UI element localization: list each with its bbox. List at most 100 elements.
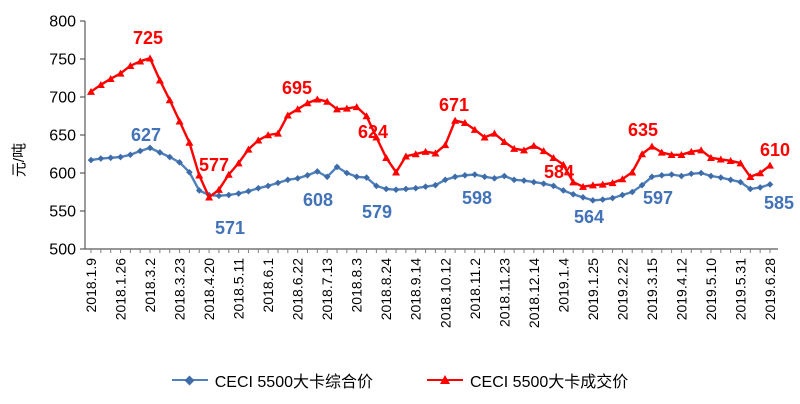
diamond-marker (501, 172, 508, 180)
triangle-marker (372, 133, 381, 141)
triangle-marker (116, 69, 125, 77)
diamond-marker (422, 183, 429, 190)
triangle-marker (392, 168, 401, 176)
triangle-marker (303, 99, 312, 107)
x-tick-label: 2019.2.22 (614, 258, 630, 320)
triangle-marker (146, 54, 155, 62)
x-tick-label: 2018.5.11 (231, 258, 247, 319)
x-tick-label: 2018.10.12 (437, 258, 453, 328)
x-tick-label: 2018.6.22 (290, 258, 306, 320)
data-label-571: 571 (215, 218, 245, 238)
x-tick-label: 2018.8.3 (349, 258, 365, 313)
triangle-marker (756, 169, 765, 177)
triangle-marker (87, 87, 95, 95)
triangle-marker (500, 138, 509, 146)
triangle-marker (214, 185, 223, 193)
data-label-671: 671 (439, 95, 469, 115)
diamond-marker (274, 179, 282, 187)
diamond-marker (87, 156, 95, 164)
diamond-marker (432, 181, 439, 189)
diamond-marker (392, 186, 400, 194)
triangle-marker (136, 57, 145, 65)
triangle-marker (431, 149, 440, 157)
diamond-marker (373, 182, 380, 190)
diamond-marker (481, 173, 488, 181)
triangle-marker (382, 154, 391, 161)
diamond-marker (127, 151, 134, 159)
diamond-marker (589, 197, 597, 204)
data-label-627: 627 (131, 125, 161, 145)
diamond-marker (756, 184, 764, 191)
diamond-marker (560, 187, 567, 194)
x-tick-label: 2019.5.31 (732, 258, 748, 320)
diamond-marker (333, 163, 341, 171)
triangle-marker (205, 193, 214, 201)
diamond-marker (747, 185, 754, 193)
diamond-marker (136, 147, 144, 155)
diamond-marker (176, 159, 183, 166)
diamond-marker (766, 181, 774, 188)
x-tick-label: 2019.3.15 (644, 258, 660, 320)
x-tick-label: 2018.3.2 (142, 258, 158, 313)
triangle-marker (421, 147, 430, 155)
diamond-marker (717, 174, 725, 181)
diamond-marker (491, 175, 498, 182)
diamond-marker (461, 171, 469, 179)
x-tick-label: 2018.4.20 (201, 258, 217, 320)
x-tick-label: 2018.1.26 (113, 258, 129, 320)
diamond-marker (619, 191, 626, 199)
triangle-marker (362, 112, 371, 120)
triangle-marker (588, 181, 597, 189)
diamond-marker (658, 171, 666, 179)
triangle-marker (697, 146, 706, 154)
diamond-marker (648, 173, 656, 181)
data-label-624: 624 (358, 122, 388, 142)
diamond-marker (254, 184, 262, 192)
triangle-marker (569, 178, 578, 186)
diamond-marker (707, 172, 715, 180)
diamond-marker (186, 168, 193, 176)
diamond-marker (569, 190, 577, 198)
diamond-marker (146, 144, 154, 152)
triangle-marker (185, 138, 194, 146)
triangle-marker (519, 146, 528, 154)
diamond-marker (451, 173, 459, 181)
y-tick-label: 650 (49, 128, 76, 145)
diamond-marker (609, 194, 616, 202)
triangle-marker (618, 175, 627, 183)
triangle-marker (224, 170, 233, 178)
diamond-marker (530, 178, 538, 186)
diamond-marker (550, 182, 557, 190)
diamond-marker (294, 175, 301, 182)
triangle-marker (175, 117, 184, 125)
triangle-marker (106, 74, 115, 82)
data-label-635: 635 (628, 120, 658, 140)
diamond-marker (166, 153, 174, 161)
composite-line-diamond-icon (171, 373, 208, 387)
legend-item-composite-price: CECI 5500大卡综合价 (171, 368, 373, 392)
diamond-marker (638, 181, 646, 189)
triangle-marker (273, 129, 282, 137)
triangle-marker (333, 105, 342, 113)
triangle-marker (96, 81, 105, 89)
triangle-marker (155, 76, 164, 84)
y-tick-label: 500 (49, 242, 76, 259)
x-tick-label: 2018.3.23 (172, 258, 188, 320)
chart-legend: CECI 5500大卡综合价 CECI 5500大卡成交价 (0, 368, 800, 392)
triangle-marker (283, 111, 292, 119)
diamond-marker (215, 192, 223, 200)
triangle-marker (706, 154, 715, 161)
triangle-marker (401, 152, 410, 160)
y-axis-title: 元/吨 (11, 143, 28, 177)
x-tick-label: 2019.5.10 (703, 258, 719, 320)
x-tick-label: 2018.1.9 (83, 258, 99, 313)
y-tick-label: 800 (49, 14, 76, 31)
legend-label-composite-price: CECI 5500大卡综合价 (214, 374, 373, 391)
triangle-marker (165, 96, 174, 104)
triangle-marker (352, 103, 361, 111)
triangle-marker (411, 150, 420, 158)
data-label-725: 725 (133, 28, 163, 48)
data-label-597: 597 (643, 188, 673, 208)
diamond-marker (284, 176, 292, 184)
triangle-marker (598, 180, 607, 188)
